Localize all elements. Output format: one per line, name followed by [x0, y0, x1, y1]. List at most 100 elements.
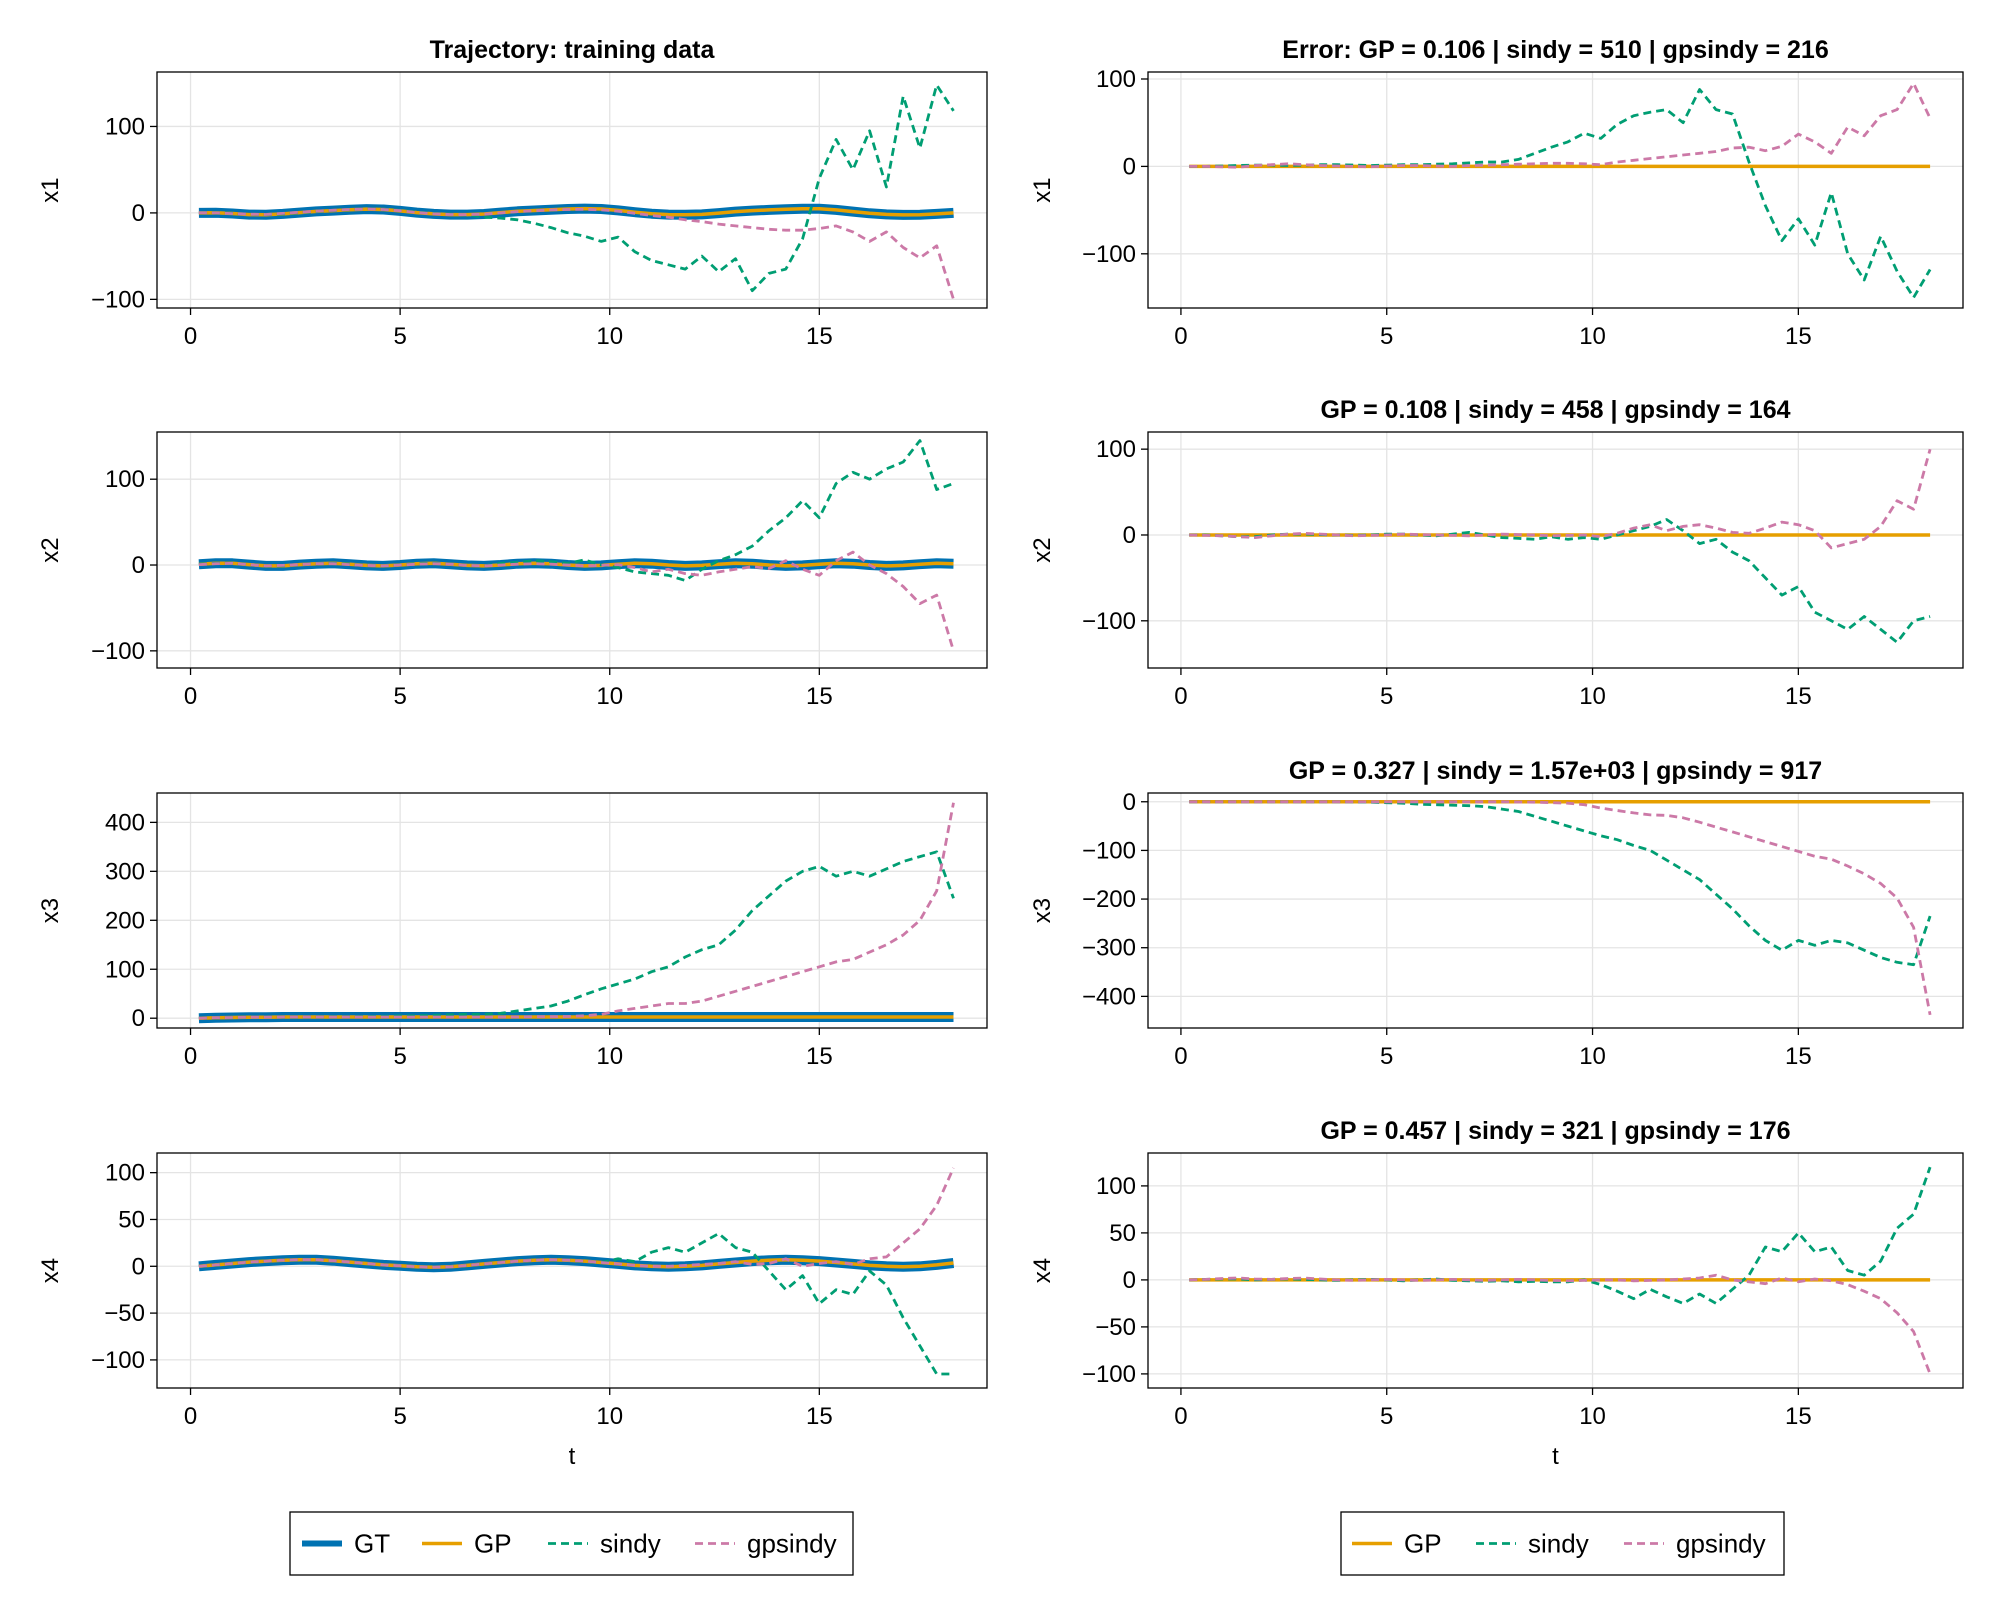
series-line-gpsindy: [198, 1167, 955, 1269]
x-tick-label: 10: [1579, 323, 1606, 350]
y-tick-label: −400: [1082, 983, 1136, 1010]
y-tick-label: 100: [105, 956, 145, 983]
plot-frame: [156, 792, 988, 1029]
y-tick-label: 400: [105, 809, 145, 836]
y-tick-label: 100: [1096, 1173, 1136, 1200]
series-group: [198, 1167, 955, 1376]
x-tick-label: 15: [806, 1043, 833, 1070]
x-tick-label: 10: [596, 683, 623, 710]
x-tick-label: 5: [1380, 683, 1393, 710]
y-tick-label: −100: [1082, 241, 1136, 268]
subplot-right-1: 0 5 10 15 −100 0 100 Error: GP = 0.106 | sindy …: [1029, 36, 1964, 350]
x-tick-label: 15: [1785, 1403, 1812, 1430]
legend-left: GT GP sindy gpsindy: [289, 1511, 854, 1576]
x-tick-label: 15: [806, 1403, 833, 1430]
series-line-gpsindy: [1189, 448, 1932, 550]
x-tick-label: 0: [1174, 1403, 1187, 1430]
legend-label-GP: GP: [1404, 1529, 1442, 1559]
y-tick-label: 0: [1123, 522, 1136, 549]
y-tick-label: 0: [1123, 153, 1136, 180]
legend-label-sindy: sindy: [1528, 1529, 1589, 1559]
x-tick-label: 15: [1785, 1043, 1812, 1070]
legend-label-gpsindy: gpsindy: [1676, 1529, 1766, 1559]
x-tick-label: 5: [393, 323, 406, 350]
subplot-left-3: 0 5 10 15 0 100 200 300 400 x3: [37, 792, 988, 1070]
x-tick-label: 0: [184, 1403, 197, 1430]
series-line-sindy: [1189, 88, 1932, 299]
x-tick-label: 5: [1380, 1043, 1393, 1070]
legend-box: [289, 1511, 854, 1576]
y-axis-label: x4: [37, 1258, 64, 1283]
x-tick-label: 5: [393, 1403, 406, 1430]
subplot-title: GP = 0.327 | sindy = 1.57e+03 | gpsindy …: [1289, 757, 1822, 785]
series-line-sindy: [198, 1232, 954, 1376]
y-tick-label: 100: [105, 466, 145, 493]
y-axis-label: x2: [1029, 537, 1056, 562]
subplot-title: Trajectory: training data: [430, 36, 716, 64]
y-axis-label: x1: [37, 177, 64, 202]
series-line-sindy: [1189, 1166, 1932, 1305]
y-tick-label: 100: [1096, 66, 1136, 93]
x-tick-label: 0: [184, 1043, 197, 1070]
x-tick-label: 15: [1785, 683, 1812, 710]
y-tick-label: 0: [1123, 789, 1136, 816]
y-tick-label: 0: [132, 200, 145, 227]
y-tick-label: −50: [104, 1300, 145, 1327]
legends: GT GP sindy gpsindy GP sindy gpsindy: [289, 1511, 1785, 1576]
y-tick-label: 100: [1096, 436, 1136, 463]
series-line-sindy: [198, 439, 954, 582]
plot-frame: [156, 1152, 988, 1389]
series-group: [198, 439, 955, 652]
legend-right: GP sindy gpsindy: [1340, 1511, 1785, 1576]
x-tick-label: 10: [596, 323, 623, 350]
legend-box: [1340, 1511, 1785, 1576]
y-tick-label: 100: [105, 113, 145, 140]
y-tick-label: 100: [105, 1160, 145, 1187]
x-tick-label: 10: [596, 1043, 623, 1070]
x-tick-label: 15: [806, 683, 833, 710]
x-tick-label: 5: [393, 1043, 406, 1070]
y-tick-label: −50: [1095, 1314, 1136, 1341]
x-axis-label: t: [1552, 1443, 1559, 1470]
x-tick-label: 0: [1174, 683, 1187, 710]
subplot-right-2: 0 5 10 15 −100 0 100 GP = 0.108 | sindy = 458 |…: [1029, 396, 1964, 710]
x-tick-label: 0: [184, 323, 197, 350]
x-tick-label: 0: [1174, 1043, 1187, 1070]
y-tick-label: −300: [1082, 935, 1136, 962]
y-tick-label: 0: [132, 552, 145, 579]
series-group: [1189, 82, 1932, 299]
series-line-gpsindy: [1189, 800, 1932, 1016]
legend-label-gpsindy: gpsindy: [747, 1529, 837, 1559]
subplot-title: GP = 0.457 | sindy = 321 | gpsindy = 176: [1320, 1117, 1790, 1145]
y-tick-label: 0: [132, 1005, 145, 1032]
series-group: [198, 83, 955, 300]
series-line-sindy: [198, 83, 955, 293]
legend-label-GT: GT: [354, 1529, 390, 1559]
subplot-right-3: 0 5 10 15 −400 −300 −200 −100 0 GP = 0.327 | sind…: [1029, 757, 1964, 1070]
legend-label-sindy: sindy: [600, 1529, 661, 1559]
series-line-gpsindy: [1189, 1273, 1932, 1375]
x-tick-label: 0: [1174, 323, 1187, 350]
series-line-sindy: [198, 850, 955, 1020]
y-tick-label: −200: [1082, 886, 1136, 913]
y-tick-label: −100: [91, 286, 145, 313]
x-axis-label: t: [569, 1443, 576, 1470]
plot-frame: [1147, 71, 1964, 309]
plot-frame: [156, 431, 988, 669]
series-group: [1189, 1166, 1932, 1375]
y-tick-label: −100: [1082, 608, 1136, 635]
y-axis-label: x4: [1029, 1258, 1056, 1283]
x-tick-label: 5: [393, 683, 406, 710]
subplot-left-4: 0 5 10 15 −100 −50 0 50 100 x4 t: [37, 1152, 988, 1470]
x-tick-label: 10: [1579, 1403, 1606, 1430]
x-tick-label: 10: [1579, 683, 1606, 710]
x-tick-label: 0: [184, 683, 197, 710]
y-tick-label: 0: [132, 1253, 145, 1280]
y-tick-label: 200: [105, 907, 145, 934]
y-tick-label: 300: [105, 858, 145, 885]
x-tick-label: 15: [806, 323, 833, 350]
series-group: [1189, 800, 1932, 1016]
series-line-sindy: [1189, 800, 1932, 967]
series-group: [198, 802, 955, 1024]
y-tick-label: 50: [118, 1206, 145, 1233]
